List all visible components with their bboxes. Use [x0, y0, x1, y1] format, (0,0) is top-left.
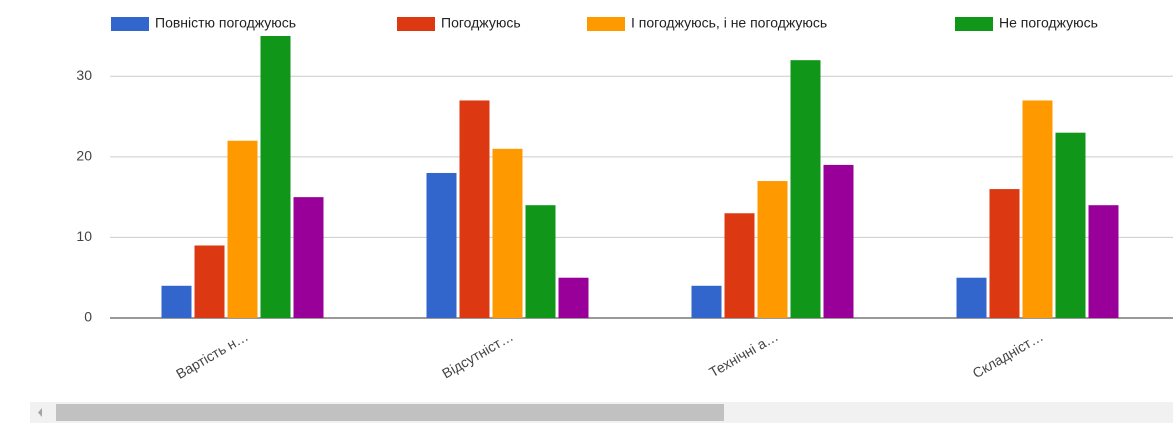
legend-label: Повністю погоджуюсь — [155, 15, 296, 31]
y-tick-label: 20 — [76, 148, 92, 164]
bar — [989, 189, 1020, 318]
bar — [1088, 205, 1119, 318]
bar — [525, 205, 556, 318]
x-tick-label: Технічні а… — [706, 328, 781, 380]
bar — [1055, 132, 1086, 318]
x-tick-label: Складніст… — [970, 328, 1046, 381]
x-tick-label: Вартість н… — [173, 328, 251, 382]
bar — [293, 197, 324, 318]
bar — [161, 285, 192, 318]
bar — [260, 36, 291, 318]
bar — [1022, 100, 1053, 318]
bar — [790, 60, 821, 319]
bar — [823, 164, 854, 318]
bar — [691, 285, 722, 318]
y-tick-label: 30 — [76, 67, 92, 83]
bar — [757, 181, 788, 318]
legend-swatch — [955, 17, 993, 31]
legend-label: Не погоджуюсь — [999, 15, 1098, 31]
bar — [724, 213, 755, 318]
bar — [459, 100, 490, 318]
bar — [194, 245, 225, 318]
bar — [492, 148, 523, 318]
legend-label: І погоджуюсь, і не погоджуюсь — [631, 15, 827, 31]
x-tick-label: Відсутніст… — [439, 328, 516, 382]
scroll-left-arrow[interactable] — [38, 408, 42, 417]
legend-label: Погоджуюсь — [441, 15, 521, 31]
scrollbar-thumb[interactable] — [56, 404, 724, 421]
legend-swatch — [111, 17, 149, 31]
legend-swatch — [587, 17, 625, 31]
y-tick-label: 10 — [76, 228, 92, 244]
y-tick-label: 0 — [84, 309, 92, 325]
bar — [956, 277, 987, 318]
bar — [426, 172, 457, 318]
bar — [558, 277, 589, 318]
bar — [227, 140, 258, 318]
legend-swatch — [397, 17, 435, 31]
